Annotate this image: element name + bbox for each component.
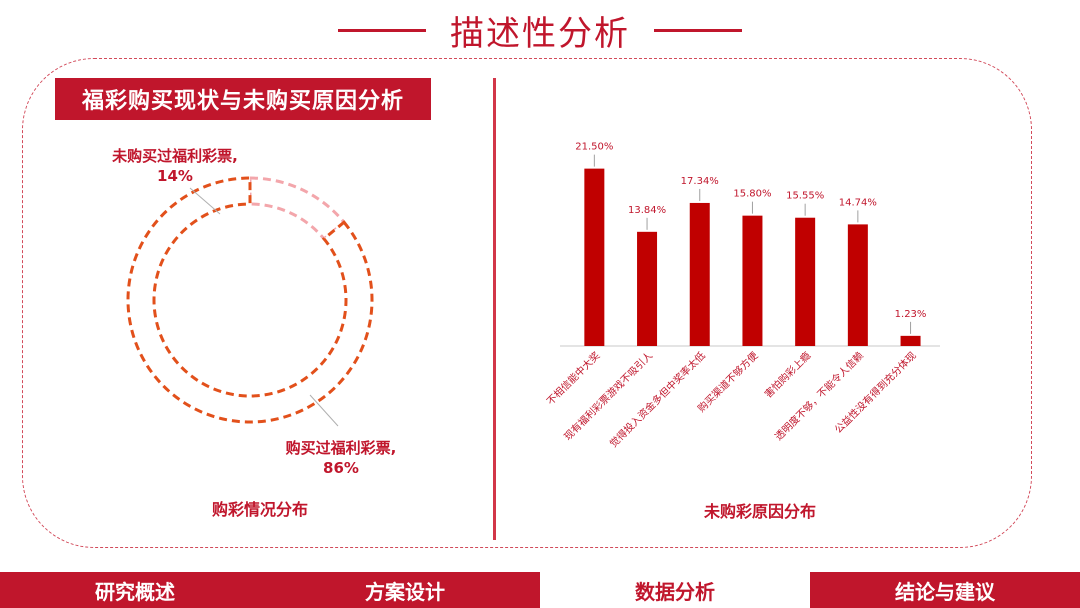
bar-category-label-1: 现有福利彩票游戏不吸引人 <box>561 349 655 443</box>
nav-tab-design[interactable]: 方案设计 <box>270 572 540 608</box>
bar-value-label-4: 15.55% <box>786 191 824 202</box>
page-header: 描述性分析 <box>0 6 1080 54</box>
donut-label-bought: 购买过福利彩票, 86% <box>256 438 426 478</box>
donut-chart-caption: 购彩情况分布 <box>211 500 308 519</box>
donut-label-not-bought-name: 未购买过福利彩票, <box>112 147 238 165</box>
panel-divider <box>493 78 496 540</box>
bar-0 <box>584 168 605 346</box>
bar-value-label-5: 14.74% <box>839 197 877 208</box>
donut-label-bought-value: 86% <box>323 459 359 477</box>
donut-slice-bought <box>126 176 374 424</box>
bar-category-label-0: 不相信能中大奖 <box>544 349 603 408</box>
title-right-rule <box>654 28 742 32</box>
bar-category-label-2: 觉得投入资金多但中奖率太低 <box>607 349 708 450</box>
bar-value-label-3: 15.80% <box>733 189 771 200</box>
nav-tab-conclusion[interactable]: 结论与建议 <box>810 572 1080 608</box>
bar-value-label-2: 17.34% <box>681 176 719 187</box>
purchase-donut-chart <box>126 176 374 427</box>
donut-label-bought-name: 购买过福利彩票, <box>285 439 397 457</box>
donut-slice-not-bought <box>248 176 347 241</box>
bar-4 <box>795 217 816 346</box>
bar-2 <box>689 202 710 346</box>
nav-tab-overview[interactable]: 研究概述 <box>0 572 270 608</box>
bar-value-label-6: 1.23% <box>895 309 927 320</box>
bar-value-label-0: 21.50% <box>575 142 613 153</box>
nav-tab-analysis[interactable]: 数据分析 <box>540 572 810 608</box>
reason-bar-chart: 21.50% 不相信能中大奖 13.84% 现有福利彩票游戏不吸引人 17.34% 觉得投… <box>544 142 940 450</box>
bar-category-label-4: 害怕购彩上瘾 <box>762 349 814 401</box>
donut-label-not-bought: 未购买过福利彩票, 14% <box>90 146 260 186</box>
bar-value-label-1: 13.84% <box>628 205 666 216</box>
bottom-nav: 研究概述 方案设计 数据分析 结论与建议 <box>0 572 1080 608</box>
bar-category-label-6: 公益性没有得到充分体现 <box>832 349 919 436</box>
donut-leader-bought <box>309 394 339 427</box>
bar-chart-caption: 未购彩原因分布 <box>703 502 816 521</box>
page-title: 描述性分析 <box>450 13 630 54</box>
donut-label-not-bought-value: 14% <box>157 167 193 185</box>
bar-5 <box>847 224 868 346</box>
donut-leader-not-bought <box>189 187 221 215</box>
content-frame <box>22 58 1032 548</box>
bar-6 <box>900 335 921 346</box>
bar-3 <box>742 215 763 346</box>
bar-1 <box>637 231 658 346</box>
section-badge: 福彩购买现状与未购买原因分析 <box>55 78 431 120</box>
bar-category-label-5: 透明度不够，不能令人信赖 <box>772 349 866 443</box>
title-left-rule <box>338 28 426 32</box>
